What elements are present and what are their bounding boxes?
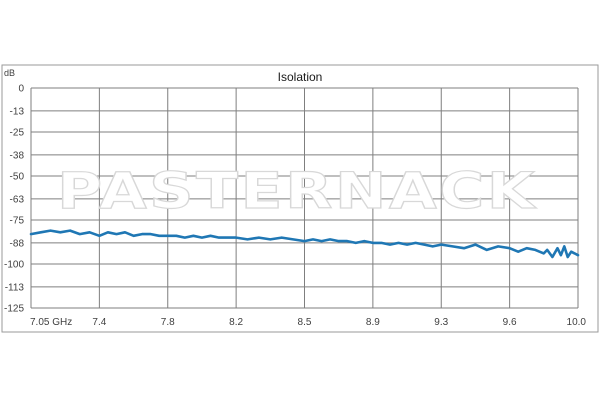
y-axis-ticks: 0 -13 -25 -38 -50 -63 -75 -88 -100 -113 -125 xyxy=(4,84,24,315)
series-line-0 xyxy=(29,229,580,259)
y-tick-label: -100 xyxy=(4,260,24,271)
x-tick-label: 10.0 xyxy=(567,317,587,328)
y-tick-label: -38 xyxy=(10,150,25,161)
series-layer xyxy=(29,229,580,259)
y-tick-label: -113 xyxy=(5,282,25,293)
y-tick-label: 0 xyxy=(18,84,24,95)
y-tick-label: -75 xyxy=(10,216,25,227)
x-tick-label: 8.5 xyxy=(298,317,312,328)
y-tick-label: -50 xyxy=(10,172,25,183)
y-tick-label: -25 xyxy=(10,128,25,139)
x-axis-ticks: 7.05 GHz 7.4 7.8 8.2 8.5 8.9 9.3 9.6 10.0 xyxy=(30,317,586,328)
watermark-text: PASTERNACK xyxy=(57,162,537,220)
x-tick-label: 7.8 xyxy=(161,317,175,328)
x-tick-label: 7.4 xyxy=(92,317,106,328)
x-tick-label: 8.9 xyxy=(366,317,380,328)
x-tick-label: 9.6 xyxy=(503,317,517,328)
y-tick-label: -125 xyxy=(4,304,24,315)
y-tick-label: -88 xyxy=(10,238,25,249)
y-tick-label: -13 xyxy=(10,106,25,117)
x-tick-label: 7.05 GHz xyxy=(30,317,72,328)
y-axis-unit-label: dB xyxy=(4,68,15,78)
y-tick-label: -63 xyxy=(10,194,25,205)
grid-lines xyxy=(30,87,579,309)
chart-title: Isolation xyxy=(278,70,323,84)
x-tick-label: 8.2 xyxy=(229,317,243,328)
x-tick-label: 9.3 xyxy=(434,317,448,328)
